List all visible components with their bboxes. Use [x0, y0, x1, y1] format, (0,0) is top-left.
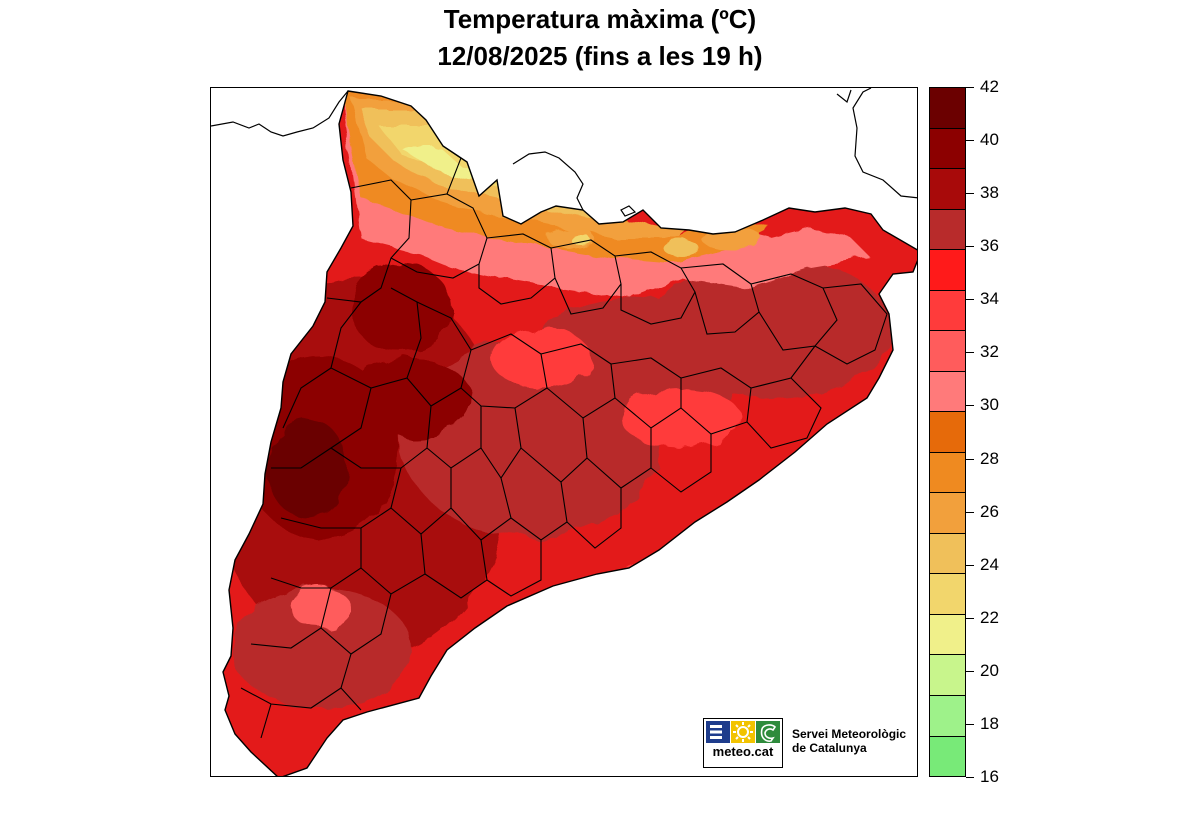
color-scale-tick [966, 511, 974, 513]
color-scale-tick-label: 34 [980, 289, 999, 309]
comarca-boundaries [240, 145, 888, 739]
catalonia-shape-icon [756, 721, 780, 743]
meteocat-logo[interactable]: meteo.cat [703, 718, 783, 768]
color-scale-tick [966, 458, 974, 460]
color-scale-swatch [930, 614, 965, 656]
temperature-color-scale [929, 87, 966, 777]
color-scale-swatch [930, 533, 965, 575]
color-scale-tick-label: 40 [980, 130, 999, 150]
color-scale-swatch [930, 736, 965, 777]
color-scale-swatch [930, 371, 965, 413]
color-scale-tick-label: 36 [980, 236, 999, 256]
color-scale-tick [966, 777, 974, 778]
color-scale-swatch [930, 412, 965, 453]
color-scale-tick [966, 140, 974, 142]
catalonia-outline [222, 90, 917, 776]
color-scale-tick-label: 22 [980, 607, 999, 627]
organization-line2: de Catalunya [792, 741, 867, 755]
color-scale-swatch [930, 331, 965, 372]
organization-name: Servei Meteorològic de Catalunya [792, 727, 906, 755]
organization-line1: Servei Meteorològic [792, 727, 907, 741]
color-scale-tick-label: 42 [980, 77, 999, 96]
color-scale-tick-label: 30 [980, 395, 999, 415]
color-scale-swatch [930, 655, 965, 696]
color-scale-tick [966, 405, 974, 407]
color-scale-swatch [930, 209, 965, 251]
color-scale-swatch [930, 169, 965, 210]
color-scale-swatch [930, 695, 965, 737]
catalonia-map-svg [211, 88, 917, 776]
color-scale-tick [966, 352, 974, 354]
color-scale-swatch [930, 290, 965, 332]
color-scale-tick [966, 723, 974, 725]
color-scale-tick-label: 16 [980, 767, 999, 786]
color-scale-tick [966, 299, 974, 301]
color-scale-tick-label: 24 [980, 554, 999, 574]
map-title: Temperatura màxima (ºC) [443, 4, 757, 34]
logo-blue-block-icon [706, 721, 730, 743]
color-scale-swatch [930, 88, 965, 129]
map-subtitle-date: 12/08/2025 (fins a les 19 h) [437, 41, 763, 71]
color-scale-tick-label: 38 [980, 183, 999, 203]
color-scale-tick-label: 18 [980, 713, 999, 733]
color-scale-tick [966, 564, 974, 566]
color-scale-tick-label: 28 [980, 448, 999, 468]
color-scale-tick-label: 20 [980, 660, 999, 680]
color-scale-tick [966, 670, 974, 672]
color-scale-swatch [930, 493, 965, 534]
neighbour-borders [211, 88, 917, 217]
color-scale-swatch [930, 452, 965, 494]
color-scale-swatch [930, 574, 965, 615]
color-scale-tick [966, 246, 974, 248]
temperature-map[interactable] [210, 87, 918, 777]
color-scale-swatch [930, 128, 965, 170]
color-scale-tick [966, 617, 974, 619]
color-scale-tick-label: 26 [980, 501, 999, 521]
color-scale-tick [966, 193, 974, 195]
color-scale-tick [966, 87, 974, 88]
sun-icon [731, 721, 755, 743]
logo-text: meteo.cat [712, 744, 774, 759]
color-scale-swatch [930, 250, 965, 291]
color-scale-tick-label: 32 [980, 342, 999, 362]
